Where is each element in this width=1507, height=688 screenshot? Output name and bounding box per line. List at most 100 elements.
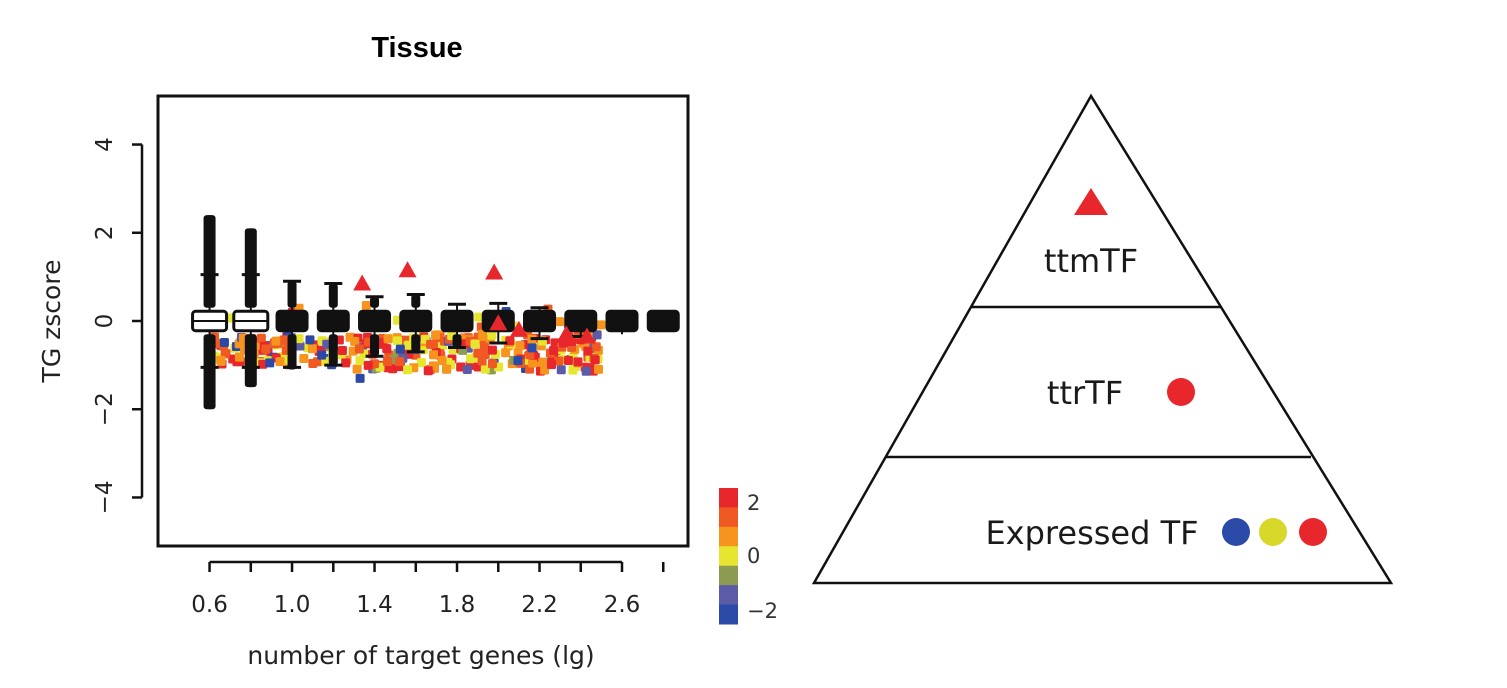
- scatter-point: [271, 336, 281, 346]
- scatter-point: [525, 350, 535, 360]
- y-tick-label: 0: [92, 314, 118, 329]
- boxplot-outliers: [287, 281, 297, 308]
- scatter-point: [317, 350, 327, 360]
- scatter-point: [426, 339, 436, 349]
- scatter-point: [350, 336, 360, 346]
- scatter-point: [437, 355, 447, 365]
- scatter-point: [361, 301, 371, 311]
- scatter-point: [295, 341, 305, 351]
- scatter-point: [501, 348, 511, 358]
- scatter-point: [470, 339, 480, 349]
- scatter-point: [355, 373, 365, 383]
- scatter-point: [474, 312, 484, 322]
- scatter-point: [583, 346, 593, 356]
- boxplot-outliers: [244, 334, 257, 388]
- colorbar-segment: [719, 546, 738, 567]
- scatter-point: [256, 333, 266, 343]
- boxplot: [399, 293, 433, 354]
- scatter-point: [487, 359, 497, 369]
- ttmtf-point: [489, 314, 508, 331]
- boxplot: [564, 309, 598, 338]
- boxplot-outliers: [328, 334, 338, 366]
- boxplot-outliers: [370, 334, 380, 357]
- scatter-point: [352, 364, 362, 374]
- y-axis-label: TG zscore: [37, 260, 66, 384]
- colorbar-tick-label: −2: [747, 599, 778, 623]
- scatter-point: [395, 344, 405, 354]
- scatter-point: [258, 359, 268, 369]
- expressed-blue-circle-icon: [1222, 518, 1250, 546]
- chart-title: Tissue: [371, 32, 462, 64]
- scatter-point: [280, 336, 290, 346]
- boxplot: [191, 215, 229, 410]
- scatter-point: [547, 359, 557, 369]
- scatter-point: [307, 344, 317, 354]
- pyramid-level-ttrtf: ttrTF: [1047, 374, 1123, 412]
- boxplot: [232, 228, 270, 388]
- scatter-point: [393, 336, 403, 346]
- scatter-point: [265, 358, 275, 368]
- scatter-point: [591, 342, 601, 352]
- ttmtf-triangle-icon: [1074, 188, 1108, 215]
- scatter-point: [475, 348, 485, 358]
- scatter-point: [568, 365, 578, 375]
- y-axis: −4 −2 0 2 4: [92, 137, 144, 515]
- scatter-point: [423, 366, 433, 376]
- colorbar-segment: [719, 565, 738, 586]
- scatter-point: [480, 364, 490, 374]
- scatter-point: [477, 356, 487, 366]
- scatter-point: [487, 330, 497, 340]
- x-tick-label: 2.2: [521, 592, 558, 618]
- scatter-point: [234, 352, 244, 362]
- boxplot-outliers: [411, 334, 421, 352]
- scatter-point: [341, 358, 351, 368]
- y-tick-label: −4: [92, 481, 118, 515]
- boxplot-outliers: [452, 334, 462, 348]
- boxplot-outliers: [203, 215, 216, 308]
- scatter-point: [219, 338, 229, 348]
- x-tick-label: 1.8: [439, 592, 476, 618]
- ttmtf-point: [509, 320, 528, 337]
- expressed-yellow-circle-icon: [1259, 518, 1287, 546]
- scatter-point: [299, 353, 309, 363]
- ttrtf-red-circle-icon: [1167, 378, 1195, 406]
- pyramid-outline: [811, 93, 1394, 585]
- colorbar-tick-label: 2: [747, 491, 760, 515]
- colorbar: 2 0 −2: [719, 488, 778, 625]
- scatter-point: [308, 359, 318, 369]
- colorbar-segment: [719, 507, 738, 528]
- scatter-point: [383, 357, 393, 367]
- boxplot: [275, 279, 309, 370]
- ttmtf-point: [557, 325, 576, 342]
- scatter-point: [528, 358, 538, 368]
- x-tick-label: 2.6: [604, 592, 641, 618]
- pyramid-level-ttmtf: ttmTF: [1044, 242, 1138, 280]
- scatter-point: [216, 355, 226, 365]
- scatter-point: [416, 358, 426, 368]
- plot-frame: [156, 94, 690, 548]
- scatter-point: [305, 335, 315, 345]
- scatter-point: [538, 357, 548, 367]
- y-tick-label: 2: [92, 225, 118, 240]
- scatter-point: [563, 356, 573, 366]
- boxplot: [358, 295, 392, 358]
- scatter-point: [487, 345, 497, 355]
- scatter-point: [395, 357, 405, 367]
- scatter-point: [592, 330, 602, 340]
- boxplot: [523, 306, 557, 341]
- ttmtf-point: [485, 263, 504, 280]
- scatter-point: [388, 364, 398, 374]
- x-tick-label: 0.6: [191, 592, 228, 618]
- boxplot-outliers: [203, 334, 216, 410]
- expressed-red-circle-icon: [1299, 518, 1327, 546]
- pyramid-diagram: ttmTF ttrTF Expressed TF: [811, 93, 1394, 585]
- ttmtf-point: [353, 274, 372, 291]
- x-tick-label: 1.0: [274, 592, 311, 618]
- boxplot: [440, 302, 474, 349]
- colorbar-segment: [719, 526, 738, 547]
- scatter-point: [363, 360, 373, 370]
- colorbar-segment: [719, 604, 738, 625]
- boxplot-outliers: [328, 283, 338, 308]
- x-axis: 0.6 1.0 1.4 1.8 2.2 2.6: [191, 560, 665, 618]
- boxplot: [605, 309, 639, 335]
